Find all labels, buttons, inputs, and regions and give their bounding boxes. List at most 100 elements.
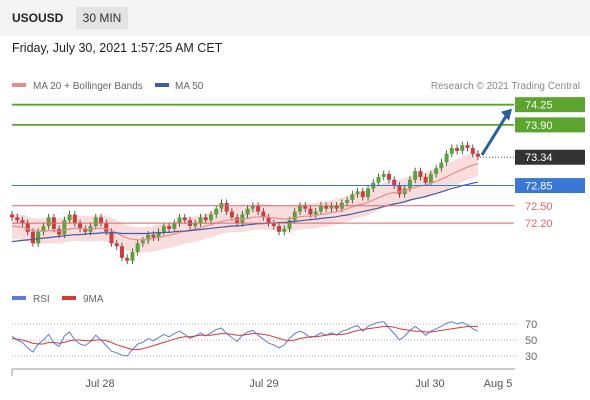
level-tag — [515, 117, 585, 133]
candle — [282, 225, 287, 236]
candle-body — [41, 226, 46, 232]
candle — [324, 202, 329, 213]
rsi-tick-label: 50 — [525, 335, 537, 347]
candle — [345, 196, 350, 207]
candle — [125, 254, 130, 265]
candle-body — [439, 162, 444, 169]
level-label: 72.85 — [525, 181, 553, 193]
candle — [444, 150, 449, 166]
candle — [376, 173, 381, 187]
candle — [46, 213, 51, 230]
candle — [130, 248, 135, 265]
candle-body — [407, 179, 412, 189]
candle — [360, 187, 365, 201]
candle-body — [428, 174, 433, 183]
candle-body — [130, 252, 135, 261]
price-level-pivot: 72.85 — [12, 178, 585, 194]
candle — [355, 187, 360, 198]
candle — [397, 182, 402, 198]
legend-ma50-label: MA 50 — [175, 81, 204, 92]
candle-body — [93, 217, 98, 226]
candle-body — [355, 191, 360, 195]
candle — [214, 205, 219, 218]
candle-body — [146, 234, 151, 241]
candle — [287, 216, 292, 233]
candle — [318, 202, 323, 216]
candle — [413, 167, 418, 184]
candle-body — [119, 246, 124, 258]
legend-rsi-swatch — [12, 296, 26, 300]
arrow-head — [501, 108, 512, 121]
candle-body — [271, 223, 276, 226]
candle-body — [266, 217, 271, 224]
candle — [386, 170, 391, 184]
ma50-line — [11, 181, 479, 243]
candle — [455, 144, 460, 155]
watermark-text: Research © 2021 Trading Central — [431, 81, 580, 92]
candle-body — [172, 223, 177, 229]
candle-body — [418, 171, 423, 177]
candle-body — [67, 214, 72, 221]
level-label: 72.50 — [525, 201, 553, 213]
candle — [177, 213, 182, 227]
rsi-tick-label: 70 — [525, 319, 537, 331]
candle-body — [161, 226, 166, 232]
candle-body — [30, 231, 35, 244]
candle-body — [203, 217, 208, 221]
legend-ma50-swatch — [155, 83, 169, 87]
candle-body — [277, 226, 282, 232]
level-label: 74.25 — [525, 100, 553, 112]
timeframe-button[interactable]: 30 MIN — [76, 7, 128, 29]
candle-body — [292, 211, 297, 221]
candle — [266, 213, 271, 227]
candle — [41, 222, 46, 236]
candle-body — [104, 223, 109, 232]
x-axis: Jul 28 Jul 29 Jul 30 Aug 5 — [11, 368, 515, 390]
price-level-support: 72.20 — [12, 218, 553, 230]
candle-body — [392, 179, 397, 186]
x-tick-label: Jul 28 — [85, 378, 114, 390]
rsi-panel: RSI 9MA 70 50 30 — [11, 294, 537, 363]
candle — [381, 170, 386, 181]
main-legend: MA 20 + Bollinger Bands MA 50 Research ©… — [12, 81, 580, 92]
candle-body — [10, 214, 14, 218]
legend-9ma-label: 9MA — [83, 294, 104, 305]
candle-body — [476, 153, 480, 157]
candle — [297, 202, 302, 216]
legend-9ma-swatch — [62, 296, 76, 300]
candle-body — [25, 223, 30, 232]
candle-body — [329, 205, 334, 209]
candle-body — [224, 202, 229, 212]
candle-body — [167, 226, 172, 229]
price-levels: 74.25 73.90 73.34 72.85 72.50 72.20 — [12, 97, 585, 230]
candle-body — [444, 153, 449, 163]
candle-body — [62, 220, 67, 235]
candle-body — [434, 168, 439, 174]
rsi-line — [11, 321, 479, 357]
candle — [208, 210, 213, 224]
candle — [439, 158, 444, 172]
candle-body — [78, 223, 83, 229]
candle-body — [151, 234, 156, 238]
candle — [418, 167, 423, 181]
candle — [161, 222, 166, 236]
candle-body — [135, 243, 140, 252]
candle-body — [449, 148, 454, 154]
candle-body — [261, 211, 266, 218]
level-label: 72.20 — [525, 218, 553, 230]
candle — [250, 202, 255, 213]
candle-body — [83, 228, 88, 232]
candle-body — [72, 214, 77, 224]
price-level-resistance: 74.25 — [12, 97, 585, 113]
candle-body — [182, 217, 187, 221]
candle-body — [36, 231, 41, 244]
rsi-ma-line — [11, 325, 478, 351]
price-plot — [10, 141, 480, 265]
bollinger-band — [12, 150, 478, 253]
candle — [465, 141, 470, 152]
candle — [256, 202, 261, 216]
candle — [277, 222, 282, 236]
candle — [30, 228, 35, 247]
candle-body — [250, 205, 255, 209]
